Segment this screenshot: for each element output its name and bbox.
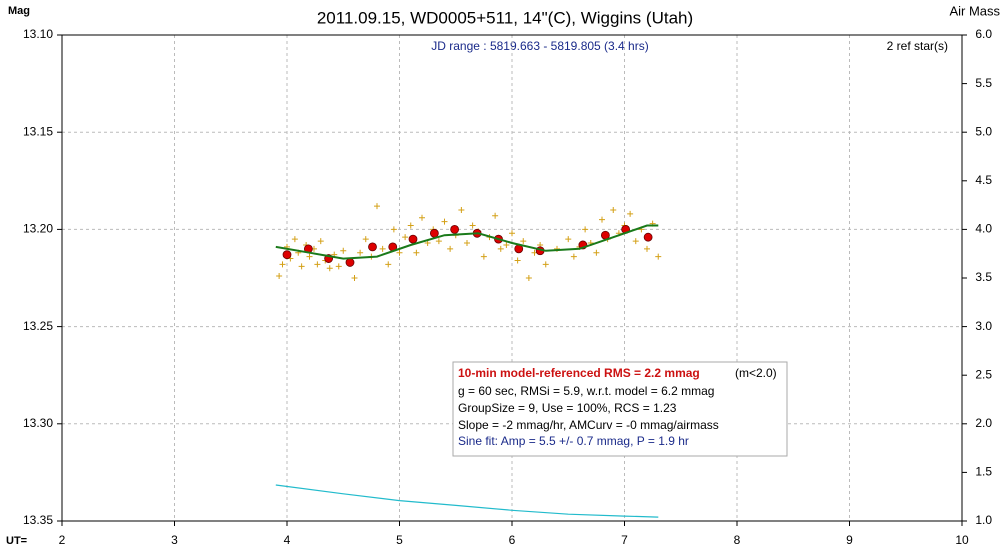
y-tick-label: 13.10 — [23, 27, 53, 41]
data-point — [413, 249, 420, 256]
data-point — [374, 203, 380, 210]
data-point — [520, 238, 527, 245]
info-box: 10-min model-referenced RMS = 2.2 mmag (… — [452, 361, 788, 457]
x-tick-label: 2 — [59, 533, 66, 547]
y2-tick-label: 3.0 — [975, 319, 992, 333]
data-point — [480, 253, 487, 260]
info-line: 10-min model-referenced RMS = 2.2 mmag — [458, 366, 700, 380]
data-point — [632, 238, 639, 245]
y2-tick-label: 4.0 — [975, 222, 992, 236]
x-tick-label: 5 — [396, 533, 403, 547]
data-point — [385, 261, 392, 268]
data-point — [396, 249, 403, 256]
y2-tick-label: 1.5 — [975, 465, 992, 479]
x-axis-label: UT= — [6, 535, 27, 547]
data-point — [464, 240, 470, 247]
y-tick-label: 13.25 — [23, 319, 53, 333]
data-point — [570, 253, 577, 260]
y-tick-label: 13.15 — [23, 124, 53, 138]
y2-tick-label: 2.5 — [975, 367, 992, 381]
y2-tick-label: 3.5 — [975, 270, 992, 284]
data-point — [379, 245, 386, 252]
binned-point — [643, 232, 653, 242]
data-point — [509, 230, 515, 237]
data-point — [276, 273, 283, 280]
data-point — [525, 275, 532, 281]
info-line: Slope = -2 mmag/hr, AMCurv = -0 mmag/air… — [458, 418, 719, 432]
data-point — [326, 265, 333, 272]
data-point — [492, 212, 499, 219]
info-line: g = 60 sec, RMSi = 5.9, w.r.t. model = 6… — [458, 384, 714, 398]
data-point — [407, 222, 414, 229]
data-point — [357, 249, 364, 256]
data-point — [497, 245, 504, 252]
binned-point — [368, 242, 377, 252]
data-point — [351, 275, 358, 281]
x-tick-label: 6 — [509, 533, 516, 547]
y2-tick-label: 5.0 — [975, 124, 992, 138]
data-point — [655, 253, 662, 260]
data-point — [542, 261, 549, 268]
info-line: Sine fit: Amp = 5.5 +/- 0.7 mmag, P = 1.… — [458, 434, 689, 448]
x-tick-label: 3 — [171, 533, 178, 547]
data-point — [514, 257, 521, 264]
data-point — [317, 238, 324, 245]
x-tick-label: 7 — [621, 533, 628, 547]
binned-point — [408, 234, 418, 244]
y-tick-label: 13.30 — [23, 416, 53, 430]
data-point — [298, 263, 305, 270]
data-point — [279, 261, 286, 268]
y-tick-label: 13.20 — [23, 222, 53, 236]
data-point — [362, 236, 369, 243]
plot-frame — [61, 34, 963, 522]
x-tick-label: 10 — [955, 533, 969, 547]
binned-point — [282, 250, 292, 260]
data-point — [291, 236, 298, 243]
data-point — [565, 236, 572, 243]
y2-tick-label: 6.0 — [975, 27, 992, 41]
info-line: (m<2.0) — [735, 366, 777, 380]
x-tick-label: 9 — [846, 533, 853, 547]
y2-tick-label: 2.0 — [975, 416, 992, 430]
data-point — [441, 218, 448, 225]
data-point — [340, 247, 347, 254]
data-point — [593, 249, 600, 256]
binned-point — [450, 224, 460, 234]
y-axis-label: Mag — [8, 5, 30, 17]
annotation: 2 ref star(s) — [887, 39, 948, 53]
y2-tick-label: 1.0 — [975, 513, 992, 527]
x-tick-label: 8 — [734, 533, 741, 547]
binned-point — [429, 228, 439, 238]
fit-line — [275, 224, 659, 260]
info-line: GroupSize = 9, Use = 100%, RCS = 1.23 — [458, 401, 677, 415]
y2-tick-label: 5.5 — [975, 76, 992, 90]
data-point — [469, 222, 476, 229]
data-point — [402, 234, 409, 241]
data-point — [435, 238, 442, 245]
data-point — [314, 261, 321, 268]
binned-point — [345, 258, 355, 267]
y2-axis-label: Air Mass — [949, 3, 1000, 18]
annotation: JD range : 5819.663 - 5819.805 (3.4 hrs) — [431, 39, 648, 53]
y2-tick-label: 4.5 — [975, 173, 992, 187]
data-point — [306, 253, 313, 260]
air-mass-line — [275, 484, 659, 518]
info-box-frame — [452, 361, 788, 457]
data-point — [582, 226, 589, 233]
x-tick-label: 4 — [284, 533, 291, 547]
data-point — [610, 206, 617, 213]
y-tick-label: 13.35 — [23, 513, 53, 527]
data-point — [458, 206, 465, 213]
data-point — [335, 263, 342, 270]
data-point — [390, 226, 397, 233]
data-point — [644, 245, 650, 252]
data-point — [503, 241, 510, 248]
data-point — [599, 216, 605, 223]
data-point — [447, 245, 454, 252]
chart-title: 2011.09.15, WD0005+511, 14"(C), Wiggins … — [317, 8, 693, 27]
data-point — [627, 210, 634, 217]
data-point — [419, 214, 425, 221]
